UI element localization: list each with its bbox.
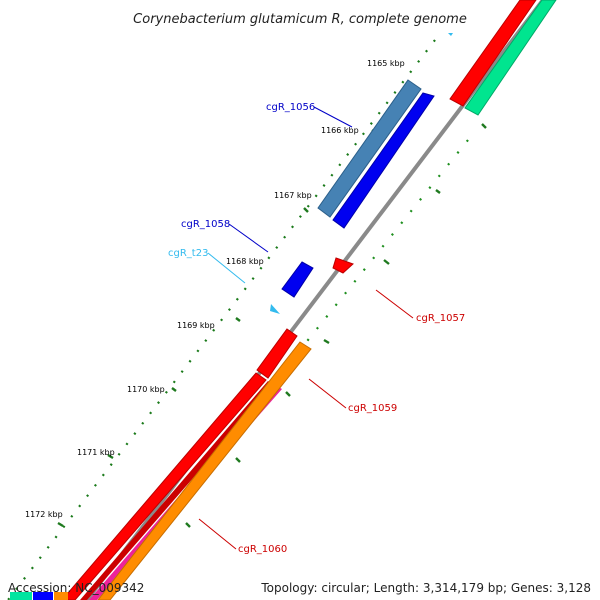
- cog-feature-orange: [97, 341, 312, 600]
- tick-label-1169: 1169 kbp: [177, 321, 215, 330]
- leader-line-cgR_1057: [375, 289, 414, 319]
- tick-label-1170: 1170 kbp: [127, 385, 165, 394]
- trna-feature-cgR_t23: [270, 304, 280, 314]
- gene-label-cgR_1059: cgR_1059: [348, 403, 397, 414]
- tick-label-1166: 1166 kbp: [321, 126, 359, 135]
- tick-label-1168: 1168 kbp: [226, 257, 264, 266]
- cds-reverse-cgR_1057: [332, 257, 354, 274]
- cog-feature-cgR_1056: [317, 79, 422, 218]
- leader-line-cgR_1058: [228, 223, 269, 253]
- gene-label-cgR_1058: cgR_1058: [181, 219, 230, 230]
- cds-forward-cgR_1058: [281, 261, 314, 298]
- tick-label-1172: 1172 kbp: [25, 510, 63, 519]
- legend-strip: [10, 592, 68, 600]
- accession-text: Accession: NC_009342: [8, 581, 145, 595]
- gene-label-cgR_1056: cgR_1056: [266, 102, 315, 113]
- leader-line-cgR_t23: [207, 252, 246, 284]
- trna-marker: [448, 33, 453, 36]
- cds-reverse-top: [449, 0, 537, 107]
- tick-label-1167: 1167 kbp: [274, 191, 312, 200]
- map-title: Corynebacterium glutamicum R, complete g…: [133, 12, 467, 27]
- gc-content-track-outer: [7, 39, 436, 600]
- cds-reverse-shadow: [80, 381, 274, 600]
- gene-label-cgR_1060: cgR_1060: [238, 544, 287, 555]
- gene-label-cgR_1057: cgR_1057: [416, 313, 465, 324]
- genome-summary-text: Topology: circular; Length: 3,314,179 bp…: [261, 581, 591, 595]
- leader-line-cgR_1056: [313, 106, 353, 128]
- cog-feature-green: [464, 0, 557, 116]
- tick-label-1165: 1165 kbp: [367, 59, 405, 68]
- cds-reverse-cgR_1060: [61, 372, 267, 600]
- leader-line-cgR_1059: [308, 378, 347, 409]
- gene-label-cgR_t23: cgR_t23: [168, 248, 208, 259]
- cds-reverse-cgR_1059: [256, 328, 298, 379]
- leader-line-cgR_1060: [198, 518, 237, 550]
- gc-skew-dashes: [57, 123, 487, 528]
- tick-label-1171: 1171 kbp: [77, 448, 115, 457]
- cds-forward-cgR_1056: [332, 92, 435, 229]
